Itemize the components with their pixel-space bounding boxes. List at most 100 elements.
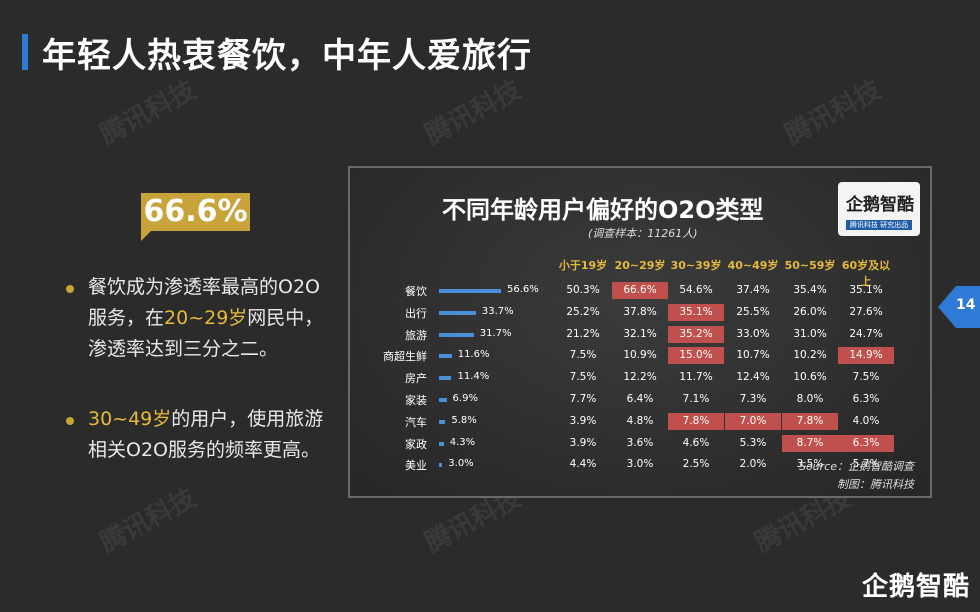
table-cell: 3.9% xyxy=(569,436,597,449)
table-cell: 66.6% xyxy=(612,282,668,299)
row-label: 家政 xyxy=(405,437,427,451)
table-cell: 21.2% xyxy=(566,327,600,340)
page-title: 年轻人热衷餐饮，中年人爱旅行 xyxy=(42,36,532,76)
chart-panel: 不同年龄用户偏好的O2O类型 (调查样本：11261人) 企鹅智酷 腾讯科技 研… xyxy=(348,166,932,498)
table-cell: 50.3% xyxy=(566,284,600,296)
brand-logo: 企鹅智酷 腾讯科技 研究出品 xyxy=(838,182,920,236)
overall-bar xyxy=(439,376,452,381)
row-label: 房产 xyxy=(405,372,427,386)
badge-tail xyxy=(141,231,151,241)
table-cell: 35.1% xyxy=(849,284,883,296)
table-cell: 2.5% xyxy=(682,458,710,471)
table-cell: 35.4% xyxy=(793,284,827,296)
overall-bar-label: 33.7% xyxy=(481,305,514,317)
table-cell: 11.7% xyxy=(679,371,713,384)
column-header: 60岁及以上 xyxy=(841,259,891,288)
overall-bar-label: 31.7% xyxy=(479,327,512,339)
overall-bar-label: 11.4% xyxy=(457,371,490,383)
overall-bar xyxy=(439,332,474,337)
watermark: 腾讯科技 xyxy=(780,75,887,151)
table-cell: 7.8% xyxy=(668,412,724,430)
bullet-dot-icon xyxy=(66,285,74,293)
table-cell: 3.6% xyxy=(626,436,654,449)
table-cell: 32.1% xyxy=(623,327,657,340)
table-cell: 10.9% xyxy=(623,349,657,362)
chart-subtitle: (调查样本：11261人) xyxy=(588,227,698,240)
chart-title: 不同年龄用户偏好的O2O类型 xyxy=(442,196,764,224)
overall-bar xyxy=(439,419,446,424)
logo-text: 企鹅智酷 xyxy=(846,195,914,215)
title-accent-bar xyxy=(22,34,28,70)
table-cell: 25.2% xyxy=(566,305,600,318)
table-cell: 4.0% xyxy=(852,414,880,427)
page-number-marker xyxy=(938,286,980,328)
table-cell: 24.7% xyxy=(849,327,883,340)
watermark: 腾讯科技 xyxy=(95,75,202,151)
table-cell: 26.0% xyxy=(793,305,827,318)
table-cell: 12.4% xyxy=(736,371,770,384)
table-cell: 10.2% xyxy=(793,349,827,362)
brand-footer-logo: 企鹅智酷 xyxy=(862,572,971,602)
bullet-2-text: 的用户，使用旅游相关O2O服务的频率更高。 xyxy=(88,408,324,461)
row-label: 家装 xyxy=(405,394,427,407)
table-cell: 10.7% xyxy=(736,349,770,362)
table-cell: 8.0% xyxy=(796,393,824,405)
row-label: 美业 xyxy=(405,459,427,473)
overall-bar-label: 6.9% xyxy=(452,393,478,404)
bullet-point-1: 餐饮成为渗透率最高的O2O服务，在20~29岁网民中，渗透率达到三分之二。 xyxy=(66,272,336,365)
credit-note: 制图：腾讯科技 xyxy=(837,478,914,491)
overall-bar xyxy=(439,310,476,315)
column-header: 小于19岁 xyxy=(558,259,608,272)
table-cell: 8.7% xyxy=(782,434,838,452)
table-cell: 25.5% xyxy=(736,305,770,318)
bullet-dot-icon xyxy=(66,417,74,425)
table-cell: 14.9% xyxy=(838,347,894,365)
table-cell: 4.8% xyxy=(626,414,654,427)
table-cell: 6.3% xyxy=(852,393,880,405)
table-cell: 35.1% xyxy=(668,303,724,321)
row-label: 汽车 xyxy=(405,415,427,429)
table-cell: 7.0% xyxy=(725,412,781,430)
overall-bar-label: 11.6% xyxy=(457,349,490,361)
overall-bar xyxy=(439,463,443,468)
table-cell: 2.0% xyxy=(739,458,767,471)
column-header: 30~39岁 xyxy=(670,259,722,272)
row-label: 餐饮 xyxy=(405,285,427,298)
table-cell: 12.2% xyxy=(623,371,657,384)
bullet-1-text: 餐饮成为渗透率最高的O2O服务，在 xyxy=(88,276,320,329)
column-header: 50~59岁 xyxy=(784,259,836,272)
row-label: 商超生鲜 xyxy=(383,350,427,364)
overall-bar-label: 3.0% xyxy=(448,458,474,470)
table-cell: 37.8% xyxy=(623,305,657,318)
row-label: 出行 xyxy=(405,306,427,320)
logo-strip: 腾讯科技 研究出品 xyxy=(846,220,912,230)
table-cell: 31.0% xyxy=(793,327,827,340)
column-header: 40~49岁 xyxy=(727,259,779,272)
table-cell: 5.3% xyxy=(739,436,767,449)
overall-bar xyxy=(439,354,452,359)
bullet-1-text-end: 网民中，渗透率达到三分之二。 xyxy=(88,307,324,360)
table-cell: 54.6% xyxy=(679,284,713,296)
table-cell: 5.7% xyxy=(852,458,880,471)
table-cell: 6.3% xyxy=(838,434,894,452)
watermark: 腾讯科技 xyxy=(95,483,202,559)
table-cell: 15.0% xyxy=(668,347,724,365)
page-number: 14 xyxy=(956,297,976,313)
table-cell: 4.6% xyxy=(682,436,710,449)
table-cell: 7.1% xyxy=(682,393,710,405)
overall-bar-label: 4.3% xyxy=(449,436,476,448)
table-cell: 7.8% xyxy=(782,412,838,430)
table-cell: 37.4% xyxy=(736,284,770,296)
table-cell: 3.9% xyxy=(569,414,597,427)
table-cell: 7.5% xyxy=(569,371,597,384)
table-cell: 33.0% xyxy=(736,327,770,340)
bullet-point-2: 30~49岁的用户，使用旅游相关O2O服务的频率更高。 xyxy=(66,404,336,466)
table-cell: 7.5% xyxy=(569,349,597,362)
bullet-2-highlight: 30~49岁 xyxy=(88,408,172,430)
overall-bar-label: 5.8% xyxy=(451,414,477,426)
source-note: Source：企鹅智酷调查 xyxy=(798,460,914,473)
highlight-badge: 66.6% xyxy=(141,193,250,231)
bullet-1-highlight: 20~29岁 xyxy=(164,307,248,329)
table-cell: 7.5% xyxy=(852,371,880,384)
table-cell: 7.7% xyxy=(569,393,597,405)
